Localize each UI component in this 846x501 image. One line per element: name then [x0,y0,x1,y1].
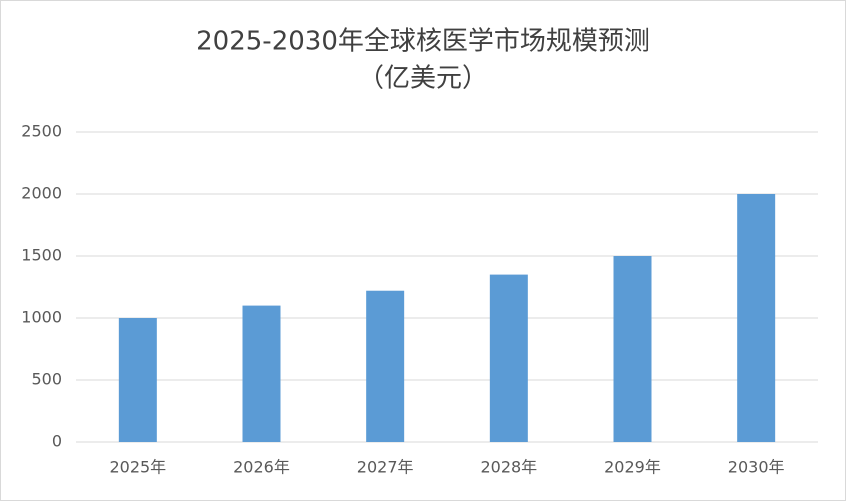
y-tick-label: 2500 [21,122,62,141]
y-tick-label: 0 [52,432,62,451]
x-tick-label: 2030年 [728,458,785,477]
y-tick-label: 2000 [21,184,62,203]
bar [737,194,776,442]
chart-title: 2025-2030年全球核医学市场规模预测 [196,27,650,57]
y-tick-label: 500 [31,370,62,389]
bar [242,305,281,442]
x-tick-label: 2029年 [604,458,661,477]
bar [489,274,528,442]
chart-subtitle: （亿美元） [358,64,488,94]
x-tick-label: 2027年 [357,458,414,477]
x-tick-label: 2026年 [233,458,290,477]
y-tick-label: 1000 [21,308,62,327]
bar [613,256,652,442]
bar [118,318,157,442]
bar [366,290,405,442]
x-tick-label: 2025年 [109,458,166,477]
x-tick-label: 2028年 [480,458,537,477]
y-tick-label: 1500 [21,246,62,265]
